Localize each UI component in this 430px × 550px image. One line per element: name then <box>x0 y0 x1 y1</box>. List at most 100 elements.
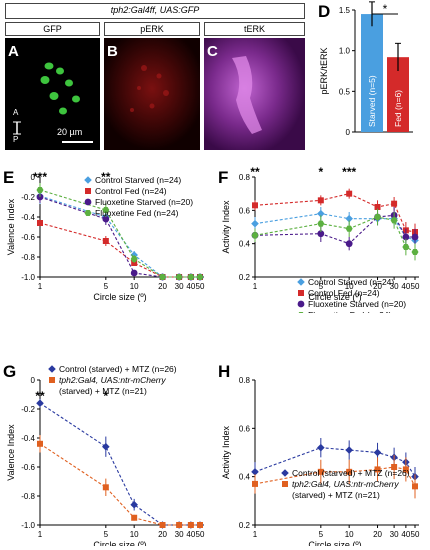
data-point <box>346 468 353 475</box>
x-tick-label: 40 <box>401 282 410 291</box>
y-tick-label: -0.2 <box>21 405 35 414</box>
series-line <box>39 402 200 526</box>
data-point <box>102 206 110 214</box>
data-point <box>317 230 325 238</box>
y-tick-label: 0.2 <box>239 273 251 282</box>
bar-category-label: Fed (n=6) <box>393 90 403 127</box>
gfp-title: GFP <box>5 22 100 36</box>
gfp-neurons-image <box>13 62 93 143</box>
y-tick-label: -1.0 <box>21 521 35 530</box>
y-tick-label: 0.4 <box>239 240 251 249</box>
data-point <box>159 522 166 528</box>
legend-label: Control Fed (n=24) <box>95 186 167 196</box>
significance-marker: * <box>383 2 388 16</box>
y-tick-label: 1.0 <box>339 47 351 56</box>
x-tick-label: 1 <box>38 530 43 539</box>
legend-label: Fluoxetine Starved (n=20) <box>308 299 406 309</box>
significance-marker: *** <box>342 165 356 179</box>
legend-label: Control Starved (n=24) <box>308 277 394 287</box>
bar <box>387 57 409 132</box>
data-point <box>402 466 409 473</box>
y-axis-label: Valence Index <box>6 424 16 481</box>
data-point <box>391 200 398 207</box>
y-tick-label: 0.6 <box>239 206 251 215</box>
significance-marker: ** <box>101 170 111 184</box>
data-point <box>130 269 138 277</box>
data-point <box>345 225 353 232</box>
panel-label-g: G <box>3 362 17 381</box>
y-tick-label: -0.6 <box>21 463 35 472</box>
x-axis-label: Circle size (º) <box>93 540 146 546</box>
y-tick-label: -0.4 <box>21 213 35 222</box>
x-tick-label: 1 <box>253 282 258 291</box>
legend-label: Control Fed (n=24) <box>308 288 380 298</box>
terk-title: tERK <box>204 22 305 36</box>
y-axis-label: Activity Index <box>221 425 231 479</box>
legend-marker <box>282 481 288 487</box>
legend-label: (starved) + MTZ (n=21) <box>59 386 147 396</box>
data-point <box>402 233 410 241</box>
x-tick-label: 50 <box>196 530 205 539</box>
significance-marker: * <box>103 389 108 403</box>
legend-marker <box>84 209 92 217</box>
y-tick-label: 0 <box>31 173 36 182</box>
data-point <box>36 186 44 194</box>
data-point <box>176 522 183 528</box>
x-tick-label: 40 <box>401 530 410 539</box>
x-axis-label: Circle size (º) <box>308 292 361 302</box>
legend-marker <box>48 365 56 373</box>
data-point <box>130 255 138 263</box>
data-point <box>345 446 353 454</box>
data-point <box>196 273 204 281</box>
legend-label: (starved) + MTZ (n=21) <box>292 490 380 500</box>
valence-ablation-chart: -1.0 -0.8 -0.6 -0.4 -0.2 0 1 5 10 20 30 40 50 Circle … <box>6 364 205 546</box>
x-tick-label: 50 <box>196 282 205 291</box>
data-point <box>374 466 381 473</box>
scale-bar-label: 20 µm <box>57 127 83 137</box>
axis-anterior-label: A <box>13 108 19 117</box>
x-tick-label: 20 <box>158 530 167 539</box>
legend-label: tph2:Gal4, UAS:ntr-mCherry <box>59 375 166 385</box>
data-point <box>411 248 419 256</box>
data-point <box>252 202 258 209</box>
perk-ratio-bar-chart: 0 0.5 1.0 1.5 pERK/tERK Starved (n=5) Fed (n=6… <box>319 1 413 137</box>
terk-micrograph: C <box>204 38 305 150</box>
x-tick-label: 10 <box>345 530 354 539</box>
legend-label: Control Starved (n=24) <box>95 175 181 185</box>
y-tick-label: -0.6 <box>21 233 35 242</box>
panel-label-c: C <box>207 43 218 60</box>
y-tick-label: -1.0 <box>21 273 35 282</box>
legend-label: tph2:Gal4, UAS:ntr-mCherry <box>292 479 399 489</box>
x-tick-label: 30 <box>175 282 184 291</box>
data-point <box>37 220 43 226</box>
data-point <box>175 273 183 281</box>
data-point <box>37 440 43 447</box>
bar <box>361 14 383 133</box>
x-tick-label: 40 <box>186 530 195 539</box>
panel-label-h: H <box>218 362 231 381</box>
valence-feeding-chart: -1.0 -0.8 -0.6 -0.4 -0.2 0 1 5 10 20 30 40 50 Circle … <box>6 170 205 302</box>
data-point <box>131 514 138 521</box>
data-point <box>130 500 138 509</box>
panel-label-d: D <box>318 2 331 21</box>
x-tick-label: 30 <box>390 282 399 291</box>
data-point <box>374 213 382 221</box>
legend-marker <box>297 278 305 286</box>
x-tick-label: 1 <box>38 282 43 291</box>
x-tick-label: 20 <box>158 282 167 291</box>
panel-label-b: B <box>107 43 118 60</box>
x-tick-label: 5 <box>319 282 324 291</box>
legend-label: Control (starved) + MTZ (n=26) <box>59 364 177 374</box>
data-point <box>391 464 398 470</box>
legend-marker <box>85 188 91 194</box>
activity-feeding-chart: 0.2 0.4 0.6 0.8 1 5 10 20 30 40 50 Circle size (º) A… <box>221 165 420 313</box>
data-point <box>187 273 195 281</box>
y-tick-label: -0.8 <box>21 492 35 501</box>
y-tick-label: 0.5 <box>339 87 351 96</box>
data-point <box>374 204 381 210</box>
x-tick-label: 10 <box>130 530 139 539</box>
legend-marker <box>297 300 305 308</box>
y-axis-label: Activity Index <box>221 200 231 254</box>
data-point <box>197 522 203 528</box>
legend-label: Fluoxetine Fed (n=24) <box>308 310 392 313</box>
